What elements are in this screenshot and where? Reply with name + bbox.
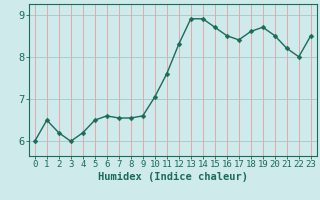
X-axis label: Humidex (Indice chaleur): Humidex (Indice chaleur)	[98, 172, 248, 182]
